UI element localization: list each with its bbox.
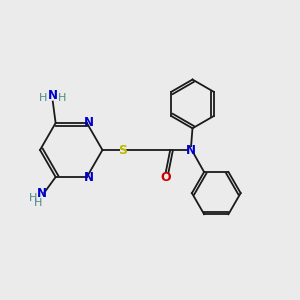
Text: H: H <box>34 198 43 208</box>
Text: H: H <box>39 93 47 103</box>
Text: N: N <box>186 143 196 157</box>
Text: N: N <box>84 171 94 184</box>
Text: N: N <box>48 89 58 102</box>
Text: H: H <box>29 193 38 203</box>
Text: O: O <box>160 171 171 184</box>
Text: H: H <box>58 93 66 103</box>
Text: N: N <box>37 188 47 200</box>
Text: N: N <box>84 116 94 129</box>
Text: S: S <box>118 143 127 157</box>
